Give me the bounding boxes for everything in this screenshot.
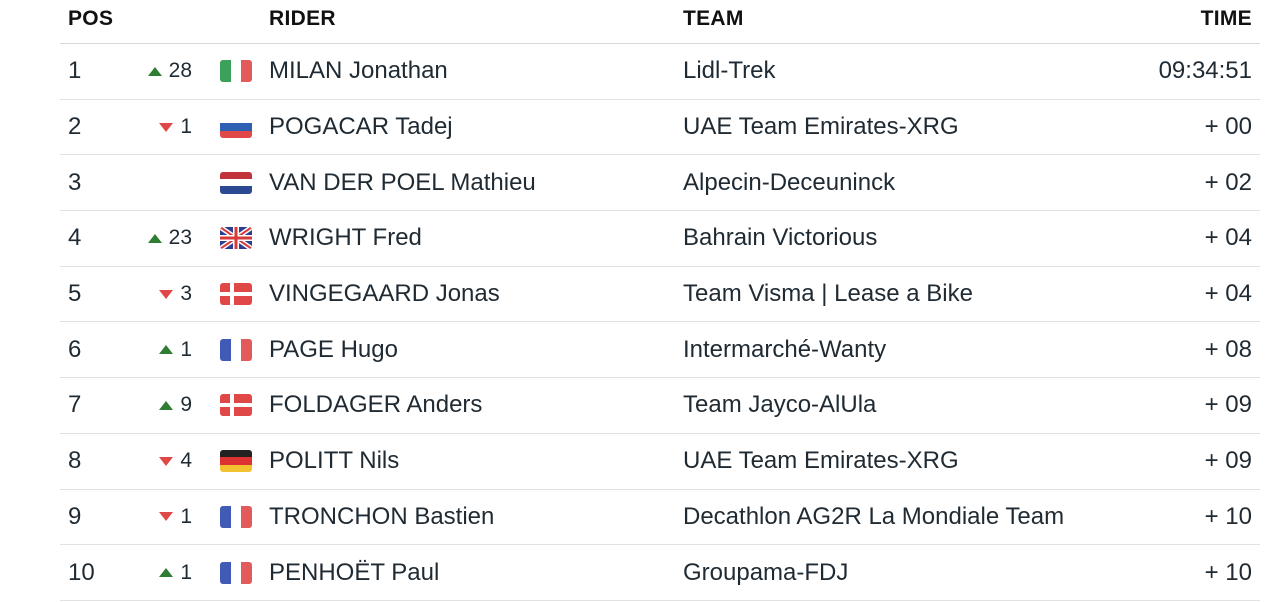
position-change bbox=[132, 155, 192, 210]
rider-name[interactable]: POGACAR Tadej bbox=[269, 113, 453, 141]
denmark-flag bbox=[220, 394, 252, 417]
arrow-down-icon bbox=[159, 122, 174, 132]
time: + 04 bbox=[1204, 224, 1252, 252]
time: + 10 bbox=[1204, 558, 1252, 586]
time: + 02 bbox=[1204, 168, 1252, 196]
germany-flag bbox=[220, 450, 252, 473]
table-row: 1 28 MILAN Jonathan Lidl-Trek 09:34:51 bbox=[60, 44, 1260, 100]
arrow-down-icon bbox=[159, 512, 174, 522]
rider-name[interactable]: POLITT Nils bbox=[269, 447, 400, 475]
time: + 09 bbox=[1204, 391, 1252, 419]
position-change-value: 4 bbox=[180, 449, 192, 473]
slovenia-flag bbox=[220, 116, 252, 139]
arrow-up-icon bbox=[147, 66, 162, 76]
position-change: 3 bbox=[132, 267, 192, 322]
team-name[interactable]: UAE Team Emirates-XRG bbox=[683, 447, 959, 475]
team-name[interactable]: Team Jayco-AlUla bbox=[683, 391, 877, 419]
france-flag bbox=[220, 561, 252, 584]
position-change: 23 bbox=[132, 211, 192, 266]
header-time[interactable]: TIME bbox=[1200, 7, 1252, 30]
denmark-flag bbox=[220, 283, 252, 306]
time: + 08 bbox=[1204, 335, 1252, 363]
table-header: POS RIDER TEAM TIME bbox=[60, 0, 1260, 44]
rider-name[interactable]: TRONCHON Bastien bbox=[269, 502, 495, 530]
arrow-up-icon bbox=[159, 568, 174, 578]
position-change-value: 1 bbox=[180, 115, 192, 139]
position-change: 1 bbox=[132, 100, 192, 155]
team-name[interactable]: Intermarché-Wanty bbox=[683, 335, 887, 363]
position-change: 1 bbox=[132, 490, 192, 545]
position: 1 bbox=[68, 57, 82, 85]
position-change: 1 bbox=[132, 545, 192, 600]
france-flag bbox=[220, 505, 252, 528]
team-name[interactable]: Decathlon AG2R La Mondiale Team bbox=[683, 502, 1065, 530]
time: + 10 bbox=[1204, 502, 1252, 530]
header-pos[interactable]: POS bbox=[68, 7, 114, 30]
table-row: 8 4 POLITT Nils UAE Team Emirates-XRG + … bbox=[60, 434, 1260, 490]
table-row: 2 1 POGACAR Tadej UAE Team Emirates-XRG … bbox=[60, 100, 1260, 156]
position-change-value: 23 bbox=[168, 226, 192, 250]
table-row: 6 1 PAGE Hugo Intermarché-Wanty + 08 bbox=[60, 322, 1260, 379]
position-change: 1 bbox=[132, 322, 192, 377]
position-change-value: 3 bbox=[180, 282, 192, 306]
position-change-value: 1 bbox=[180, 337, 192, 361]
position-change-value: 1 bbox=[180, 560, 192, 584]
arrow-up-icon bbox=[159, 400, 174, 410]
position: 8 bbox=[68, 447, 82, 475]
position: 6 bbox=[68, 335, 82, 363]
position-change-value: 9 bbox=[180, 393, 192, 417]
position: 2 bbox=[68, 113, 82, 141]
results-table: POS RIDER TEAM TIME 1 28 MILAN Jonathan … bbox=[60, 0, 1260, 601]
rider-name[interactable]: VAN DER POEL Mathieu bbox=[269, 168, 536, 196]
table-row: 10 1 PENHOËT Paul Groupama-FDJ + 10 bbox=[60, 545, 1260, 601]
arrow-up-icon bbox=[159, 345, 174, 355]
italy-flag bbox=[220, 60, 252, 83]
uk-flag bbox=[220, 227, 252, 250]
time: + 09 bbox=[1204, 447, 1252, 475]
rider-name[interactable]: VINGEGAARD Jonas bbox=[269, 280, 500, 308]
position: 3 bbox=[68, 168, 82, 196]
time: 09:34:51 bbox=[1158, 57, 1252, 85]
position: 7 bbox=[68, 391, 82, 419]
rider-name[interactable]: FOLDAGER Anders bbox=[269, 391, 483, 419]
position: 4 bbox=[68, 224, 82, 252]
team-name[interactable]: Alpecin-Deceuninck bbox=[683, 168, 896, 196]
position: 5 bbox=[68, 280, 82, 308]
rider-name[interactable]: PAGE Hugo bbox=[269, 335, 398, 363]
team-name[interactable]: Bahrain Victorious bbox=[683, 224, 878, 252]
position-change: 4 bbox=[132, 434, 192, 489]
arrow-down-icon bbox=[159, 456, 174, 466]
rider-name[interactable]: PENHOËT Paul bbox=[269, 558, 440, 586]
table-row: 9 1 TRONCHON Bastien Decathlon AG2R La M… bbox=[60, 490, 1260, 546]
position: 9 bbox=[68, 502, 82, 530]
position-change: 9 bbox=[132, 378, 192, 433]
time: + 00 bbox=[1204, 113, 1252, 141]
time: + 04 bbox=[1204, 280, 1252, 308]
header-rider[interactable]: RIDER bbox=[269, 7, 336, 30]
netherlands-flag bbox=[220, 171, 252, 194]
team-name[interactable]: Team Visma | Lease a Bike bbox=[683, 280, 973, 308]
table-row: 7 9 FOLDAGER Anders Team Jayco-AlUla + 0… bbox=[60, 378, 1260, 434]
arrow-up-icon bbox=[147, 233, 162, 243]
header-team[interactable]: TEAM bbox=[683, 7, 744, 30]
team-name[interactable]: Lidl-Trek bbox=[683, 57, 776, 85]
team-name[interactable]: UAE Team Emirates-XRG bbox=[683, 113, 959, 141]
position-change-value: 28 bbox=[168, 59, 192, 83]
position: 10 bbox=[68, 558, 95, 586]
rider-name[interactable]: MILAN Jonathan bbox=[269, 57, 448, 85]
table-row: 4 23 WRIGHT Fred Bahrain Victorious + 04 bbox=[60, 211, 1260, 267]
table-row: 5 3 VINGEGAARD Jonas Team Visma | Lease … bbox=[60, 267, 1260, 323]
position-change: 28 bbox=[132, 44, 192, 99]
team-name[interactable]: Groupama-FDJ bbox=[683, 558, 849, 586]
france-flag bbox=[220, 338, 252, 361]
rider-name[interactable]: WRIGHT Fred bbox=[269, 224, 422, 252]
position-change-value: 1 bbox=[180, 504, 192, 528]
arrow-down-icon bbox=[159, 289, 174, 299]
table-row: 3 VAN DER POEL Mathieu Alpecin-Deceuninc… bbox=[60, 155, 1260, 212]
